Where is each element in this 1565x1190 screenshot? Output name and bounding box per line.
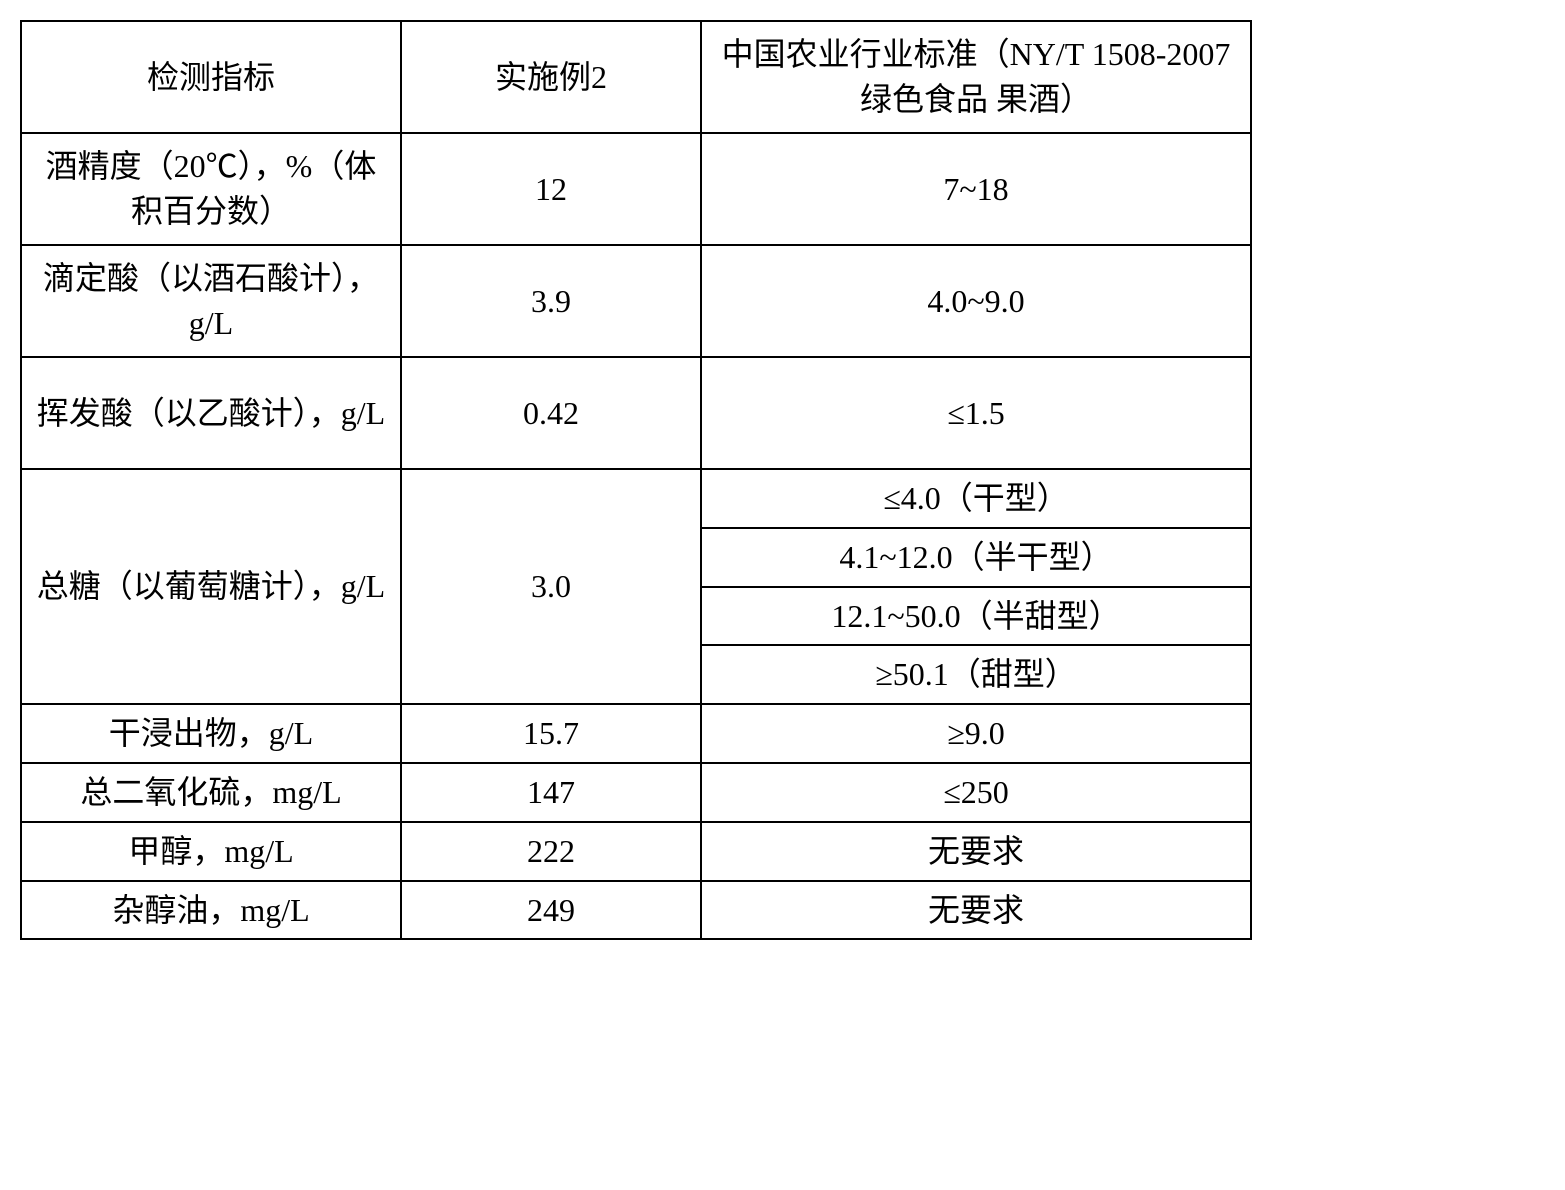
indicator-cell: 干浸出物，g/L	[21, 704, 401, 763]
indicator-cell: 挥发酸（以乙酸计），g/L	[21, 357, 401, 469]
standard-cell: ≤250	[701, 763, 1251, 822]
standard-cell: 4.0~9.0	[701, 245, 1251, 357]
sugar-indicator-cell: 总糖（以葡萄糖计），g/L	[21, 469, 401, 704]
value-cell: 12	[401, 133, 701, 245]
value-cell: 3.9	[401, 245, 701, 357]
standard-cell: 7~18	[701, 133, 1251, 245]
indicator-cell: 甲醇，mg/L	[21, 822, 401, 881]
indicator-cell: 总二氧化硫，mg/L	[21, 763, 401, 822]
indicator-cell: 杂醇油，mg/L	[21, 881, 401, 940]
table-row: 干浸出物，g/L 15.7 ≥9.0	[21, 704, 1251, 763]
table-row: 甲醇，mg/L 222 无要求	[21, 822, 1251, 881]
sugar-row: 总糖（以葡萄糖计），g/L 3.0 ≤4.0（干型）	[21, 469, 1251, 528]
standard-cell: 无要求	[701, 881, 1251, 940]
sugar-value-cell: 3.0	[401, 469, 701, 704]
header-example: 实施例2	[401, 21, 701, 133]
value-cell: 0.42	[401, 357, 701, 469]
table-row: 总二氧化硫，mg/L 147 ≤250	[21, 763, 1251, 822]
indicator-cell: 滴定酸（以酒石酸计），g/L	[21, 245, 401, 357]
standard-cell: ≥9.0	[701, 704, 1251, 763]
value-cell: 222	[401, 822, 701, 881]
header-standard: 中国农业行业标准（NY/T 1508-2007 绿色食品 果酒）	[701, 21, 1251, 133]
sugar-standard-cell: 4.1~12.0（半干型）	[701, 528, 1251, 587]
table-row: 挥发酸（以乙酸计），g/L 0.42 ≤1.5	[21, 357, 1251, 469]
standard-cell: ≤1.5	[701, 357, 1251, 469]
value-cell: 147	[401, 763, 701, 822]
sugar-standard-cell: ≤4.0（干型）	[701, 469, 1251, 528]
table-row: 酒精度（20℃），%（体积百分数） 12 7~18	[21, 133, 1251, 245]
value-cell: 15.7	[401, 704, 701, 763]
indicator-cell: 酒精度（20℃），%（体积百分数）	[21, 133, 401, 245]
table-row: 滴定酸（以酒石酸计），g/L 3.9 4.0~9.0	[21, 245, 1251, 357]
header-indicator: 检测指标	[21, 21, 401, 133]
table-row: 杂醇油，mg/L 249 无要求	[21, 881, 1251, 940]
table-header-row: 检测指标 实施例2 中国农业行业标准（NY/T 1508-2007 绿色食品 果…	[21, 21, 1251, 133]
value-cell: 249	[401, 881, 701, 940]
sugar-standard-cell: ≥50.1（甜型）	[701, 645, 1251, 704]
standard-cell: 无要求	[701, 822, 1251, 881]
standards-table: 检测指标 实施例2 中国农业行业标准（NY/T 1508-2007 绿色食品 果…	[20, 20, 1252, 940]
sugar-standard-cell: 12.1~50.0（半甜型）	[701, 587, 1251, 646]
